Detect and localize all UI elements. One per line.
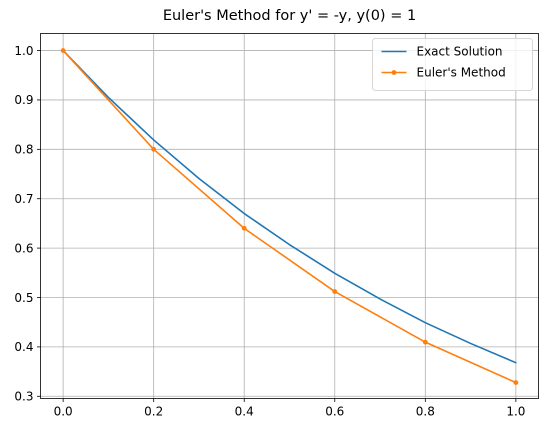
y-tick-label: 0.3: [14, 390, 33, 404]
series-point-1: [60, 48, 66, 53]
x-tick-label: 0.0: [54, 405, 73, 419]
series-point-1: [241, 225, 247, 231]
x-tick-label: 0.6: [325, 405, 344, 419]
y-tick-label: 0.5: [14, 291, 33, 305]
x-tick-label: 0.2: [144, 405, 163, 419]
legend-box: [372, 38, 533, 91]
axis-layer: 0.0 0.2 0.4 0.6 0.8 1.0 0.3 0.4 0.5 0.6 0.7 0.8 0.9 1…: [14, 44, 525, 419]
y-tick-label: 1.0: [14, 44, 33, 58]
series-point-1: [422, 339, 428, 345]
legend-marker-1: [391, 70, 397, 75]
x-tick-label: 1.0: [506, 405, 525, 419]
series-point-1: [151, 146, 157, 152]
legend-label-0: Exact Solution: [417, 45, 503, 59]
y-tick-label: 0.8: [14, 143, 33, 157]
grid-layer: [40, 33, 539, 399]
y-tick-label: 0.9: [14, 93, 33, 107]
x-tick-label: 0.4: [235, 405, 254, 419]
y-tick-label: 0.6: [14, 241, 33, 255]
series-line-1: [62, 49, 517, 384]
y-tick-label: 0.4: [14, 340, 33, 354]
plot-frame: [40, 33, 539, 399]
series-point-1: [513, 380, 519, 386]
series-layer: [60, 48, 519, 386]
plot-area: [40, 33, 539, 399]
legend: Exact Solution Euler's Method: [372, 38, 533, 91]
series-point-1: [332, 289, 338, 294]
chart-title: Euler's Method for y' = -y, y(0) = 1: [163, 8, 416, 24]
legend-label-1: Euler's Method: [417, 66, 506, 80]
x-tick-label: 0.8: [416, 405, 435, 419]
series-line-0: [62, 49, 517, 364]
y-tick-label: 0.7: [14, 192, 33, 206]
